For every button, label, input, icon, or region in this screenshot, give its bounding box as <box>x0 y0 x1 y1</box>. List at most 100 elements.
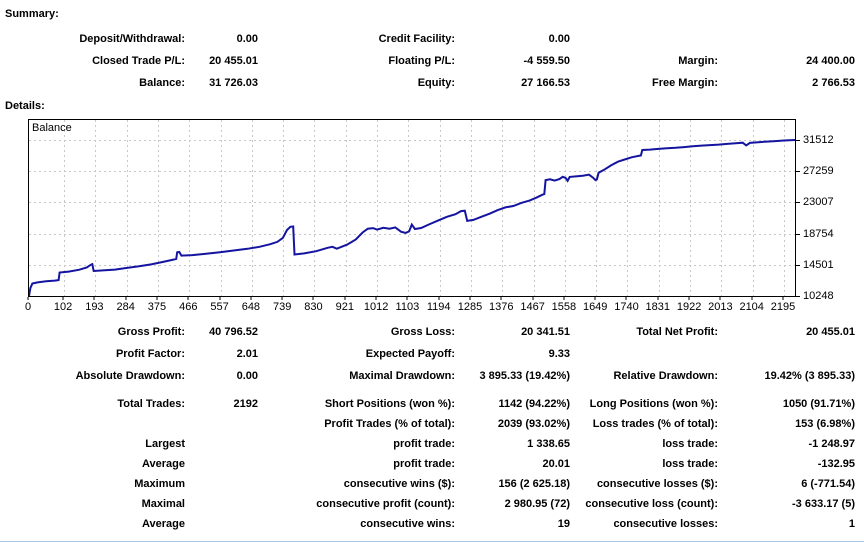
x-axis-tick-label: 648 <box>241 301 261 313</box>
stat-label: consecutive loss (count): <box>585 498 718 510</box>
x-axis-tick-label: 830 <box>304 301 323 313</box>
stat-label: loss trade: <box>662 438 718 450</box>
stat-label: Average <box>141 458 185 470</box>
x-axis-tick-label: 557 <box>210 301 229 313</box>
x-axis-tick-label: 1558 <box>551 301 577 313</box>
x-axis-labels: 0 102 193 284 375 466 557 648 739 830 921 1012 1103 1… <box>25 297 795 313</box>
stat-value: 20.01 <box>542 458 570 470</box>
x-axis-tick-label: 739 <box>272 301 292 313</box>
vertical-gridline <box>627 120 629 296</box>
y-axis-tick-label: 23007 <box>803 196 834 209</box>
details-row: Total Trades: 2192 Short Positions (won %)… <box>0 394 864 414</box>
x-axis-tick <box>125 297 127 300</box>
y-axis-tick-label: 14501 <box>803 258 834 271</box>
y-axis-tick <box>796 296 800 297</box>
details-row: Maximal consecutive profit (count): 2 980.… <box>0 494 864 514</box>
y-axis-tick-label: 10248 <box>803 290 834 302</box>
details-row: Average consecutive wins: 19 consecutive lo… <box>0 514 864 534</box>
x-axis-tick <box>625 297 627 300</box>
stat-label: Gross Loss: <box>390 326 455 338</box>
x-axis-tick-label: 466 <box>179 301 198 313</box>
stat-value: 1050 (91.71%) <box>782 398 855 410</box>
vertical-gridline <box>64 120 66 296</box>
stat-value: 20 455.01 <box>806 326 855 338</box>
x-axis-tick <box>219 297 221 300</box>
stat-label: Long Positions (won %): <box>589 398 718 410</box>
stat-label: Maximal <box>141 498 185 510</box>
summary-row: Balance: 31 726.03 Equity: 27 166.53 Free Ma… <box>0 72 864 94</box>
stat-label: Credit Facility: <box>378 33 455 45</box>
x-axis-tick <box>688 297 690 300</box>
y-axis-tick-label: 18754 <box>803 227 834 240</box>
stat-label: consecutive losses ($): <box>596 478 718 490</box>
stat-value <box>718 28 855 50</box>
stat-label: Deposit/Withdrawal: <box>79 33 185 45</box>
stat-label: Free Margin: <box>651 77 718 89</box>
x-axis-tick-label: 1012 <box>363 301 389 313</box>
stat-label: consecutive wins ($): <box>343 478 455 490</box>
x-axis-tick <box>250 297 252 300</box>
stat-value: 24 400.00 <box>806 55 855 67</box>
stat-value: 1 338.65 <box>527 438 570 450</box>
details-row: Average profit trade: 20.01 loss trade: -132… <box>0 454 864 474</box>
stat-label: Loss trades (% of total): <box>592 418 718 430</box>
x-axis-tick <box>657 297 659 300</box>
x-axis-tick <box>93 297 95 300</box>
x-axis-tick-label: 1376 <box>489 301 514 313</box>
stat-label: Total Trades: <box>117 398 185 410</box>
stat-label: profit trade: <box>393 458 455 470</box>
stat-value: -1 248.97 <box>808 438 855 450</box>
details-row: Largest profit trade: 1 338.65 loss trade: -… <box>0 434 864 454</box>
stat-value: 27 166.53 <box>521 77 570 89</box>
details-row: Maximum consecutive wins ($): 156 (2 625.1… <box>0 474 864 494</box>
vertical-gridline <box>439 120 441 296</box>
details-row: Profit Factor: 2.01 Expected Payoff: 9.33 <box>0 343 864 365</box>
stat-value: 2 766.53 <box>812 77 855 89</box>
balance-chart-plot-area: Balance <box>28 119 796 297</box>
x-axis-tick <box>344 297 346 300</box>
stat-label: Margin: <box>678 55 718 67</box>
x-axis-tick <box>532 297 534 300</box>
x-axis-tick-label: 1467 <box>520 301 545 313</box>
vertical-gridline <box>658 120 660 296</box>
stat-value: -132.95 <box>817 458 855 470</box>
x-axis-tick-label: 2104 <box>739 301 764 313</box>
stat-label: Total Net Profit: <box>636 326 718 338</box>
x-axis-tick-label: 2013 <box>708 301 733 313</box>
y-axis-tick-label: 31512 <box>803 134 834 146</box>
stat-value: 6 (-771.54) <box>801 478 855 490</box>
stat-label: Maximal Drawdown: <box>349 370 455 382</box>
stat-value: 156 (2 625.18) <box>498 478 570 490</box>
x-axis-tick-label: 375 <box>147 301 167 313</box>
stat-value: -3 633.17 (5) <box>792 498 855 510</box>
mt4-account-report: { "summary": { "heading": "Summary:", "r… <box>0 8 864 542</box>
stat-value: 2039 (93.02%) <box>497 418 570 430</box>
vertical-gridline <box>251 120 253 296</box>
horizontal-gridline <box>29 171 795 173</box>
x-axis-tick <box>500 297 502 300</box>
stat-label <box>0 414 185 434</box>
x-axis-tick-label: 1922 <box>676 301 702 313</box>
x-axis-tick <box>375 297 377 300</box>
stat-label <box>570 28 718 50</box>
vertical-gridline <box>721 120 723 296</box>
stat-label <box>570 343 718 365</box>
stat-value: 3 895.33 (19.42%) <box>479 370 570 382</box>
vertical-gridline <box>783 120 785 296</box>
x-axis-tick <box>438 297 440 300</box>
stat-label: Profit Trades (% of total): <box>324 418 455 430</box>
vertical-gridline <box>533 120 535 296</box>
balance-chart: Balance 10248 14501 18754 23007 27259 31512 0… <box>25 119 864 313</box>
stat-value <box>185 494 258 514</box>
y-axis-labels: 10248 14501 18754 23007 27259 31512 <box>796 119 864 302</box>
stat-value <box>185 514 258 534</box>
stat-label: Closed Trade P/L: <box>92 55 185 67</box>
x-axis-tick-label: 1194 <box>426 301 451 313</box>
stat-value: 20 455.01 <box>209 55 258 67</box>
stat-label: Maximum <box>134 478 185 490</box>
vertical-gridline <box>157 120 159 296</box>
stat-label: Expected Payoff: <box>365 348 455 360</box>
x-axis-tick-label: 102 <box>53 301 73 313</box>
details-heading: Details: <box>5 100 45 112</box>
y-axis-tick <box>796 140 800 141</box>
